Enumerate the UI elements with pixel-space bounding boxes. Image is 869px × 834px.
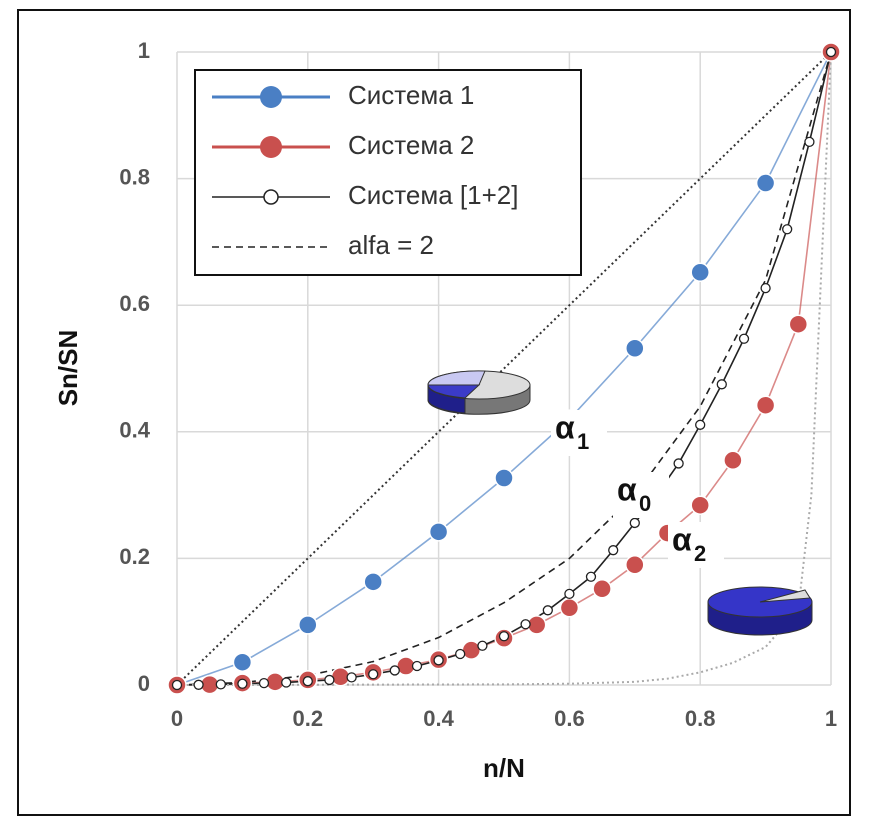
data-point: [302, 676, 313, 687]
annotation-subscript: 0: [639, 491, 651, 516]
data-point: [498, 631, 510, 642]
legend-label: Система [1+2]: [348, 180, 519, 210]
data-point: [585, 571, 597, 582]
data-point: [760, 282, 771, 294]
annotation-subscript: 1: [577, 429, 589, 454]
x-tick-label: 0.2: [293, 706, 324, 731]
legend-entries: Система 1 Система 2 Система [1+2] alfa = 2: [212, 80, 519, 260]
y-axis-title: Sn/SN: [53, 330, 83, 407]
data-point: [629, 517, 640, 529]
data-point: [782, 224, 793, 235]
legend-label: alfa = 2: [348, 230, 434, 260]
data-point: [433, 655, 444, 666]
legend-marker: [260, 136, 282, 158]
data-point: [324, 674, 335, 686]
data-point: [542, 605, 553, 616]
data-point: [673, 458, 684, 469]
data-point: [232, 652, 253, 672]
data-point: [625, 338, 645, 358]
data-point: [592, 579, 612, 599]
data-point: [716, 379, 727, 390]
data-point: [690, 495, 710, 515]
x-tick-label: 1: [825, 706, 837, 731]
data-point: [461, 640, 482, 660]
x-tick-label: 0.6: [554, 706, 585, 731]
legend-marker: [263, 189, 279, 205]
data-point: [723, 450, 743, 471]
data-point: [608, 545, 619, 556]
x-tick-label: 0: [171, 706, 183, 731]
annotation-bg: [613, 472, 669, 518]
data-point: [738, 333, 750, 344]
data-point: [755, 395, 776, 415]
y-tick-label: 0: [138, 671, 150, 696]
grid: 0 0.2 0.4 0.6 0.8 1 0 0.2 0.4 0.6 0.8 1: [119, 38, 837, 731]
data-point: [804, 136, 815, 148]
data-point: [298, 615, 318, 635]
y-tick-label: 1: [138, 38, 150, 63]
data-point: [215, 679, 226, 690]
data-point: [258, 677, 270, 689]
data-point: [237, 678, 248, 689]
pie-icon: [427, 370, 531, 415]
data-point: [171, 679, 183, 691]
legend-label: Система 1: [348, 80, 474, 110]
data-point: [411, 660, 423, 672]
data-point: [564, 588, 575, 599]
y-tick-label: 0.2: [119, 544, 150, 569]
y-tick-label: 0.6: [119, 291, 150, 316]
annotation: α: [672, 521, 692, 557]
data-point: [193, 679, 204, 690]
data-point: [695, 419, 706, 430]
data-point: [559, 598, 580, 618]
legend-label: Система 2: [348, 130, 474, 160]
data-point: [281, 677, 292, 688]
annotation-bg: [668, 522, 724, 568]
legend-marker: [260, 86, 282, 108]
data-point: [690, 262, 710, 283]
data-point: [455, 648, 466, 660]
data-point: [346, 672, 357, 683]
data-point: [428, 522, 449, 542]
data-point: [625, 554, 645, 575]
y-tick-label: 0.8: [119, 164, 150, 189]
x-axis-title: n/N: [483, 753, 525, 783]
annotation: α: [555, 409, 575, 445]
x-tick-label: 0.8: [685, 706, 716, 731]
annotation: α: [617, 471, 637, 507]
data-point: [368, 669, 379, 680]
annotation-bg: [551, 410, 607, 456]
data-point: [389, 665, 400, 676]
pie-icon: [707, 586, 813, 636]
data-point: [363, 572, 383, 592]
series-line: [176, 51, 832, 686]
plot: [167, 42, 841, 695]
data-point: [520, 619, 531, 630]
series-line: [176, 51, 832, 686]
data-point: [788, 314, 809, 334]
annotation-subscript: 2: [694, 541, 706, 566]
data-point: [494, 468, 514, 488]
annotations: α 1α 0α 2: [551, 409, 724, 568]
legend: [194, 69, 582, 276]
data-point: [755, 173, 776, 193]
data-point: [477, 640, 488, 651]
data-point: [825, 46, 837, 58]
x-tick-label: 0.4: [423, 706, 454, 731]
y-tick-label: 0.4: [119, 418, 150, 443]
